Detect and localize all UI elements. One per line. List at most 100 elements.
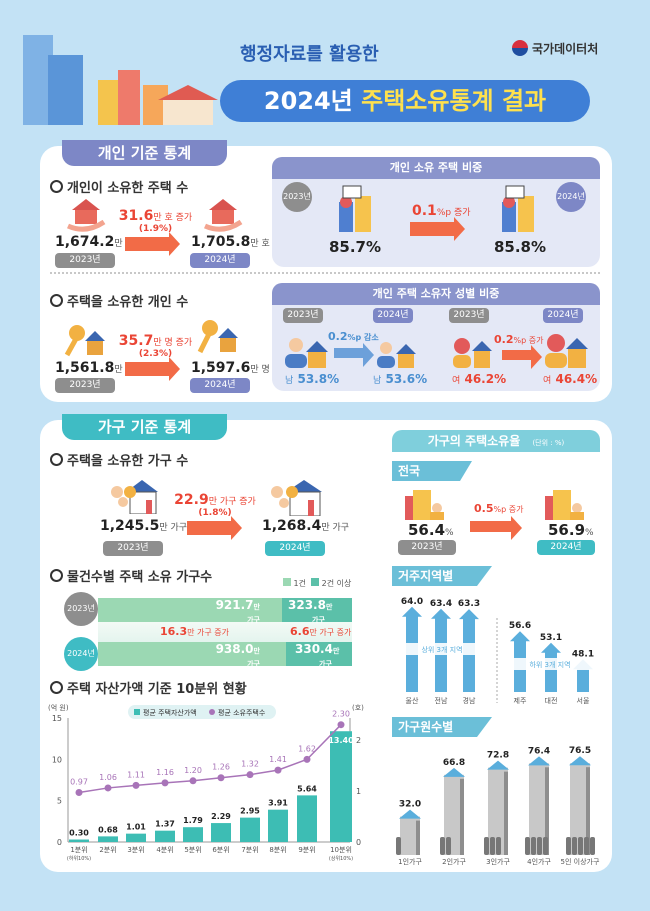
x-tick: 4분위 bbox=[156, 846, 173, 854]
increase-arrow bbox=[410, 217, 465, 241]
year-badge-2023: 2023년 bbox=[103, 541, 163, 556]
region-bar bbox=[577, 665, 589, 692]
x-tick: 10분위 bbox=[330, 846, 352, 854]
roof-icon bbox=[459, 609, 479, 620]
building-shadow bbox=[586, 767, 590, 855]
male-2023: 남 53.8% bbox=[285, 372, 340, 386]
header-subtitle: 행정자료를 활용한 bbox=[240, 44, 379, 65]
logo-text: 국가데이터처 bbox=[532, 42, 599, 56]
region-name: 전남 bbox=[435, 696, 448, 705]
owners-2024-value: 1,597.6만 명 bbox=[191, 360, 270, 376]
increase-arrow bbox=[125, 232, 180, 256]
national-change: 0.5%p 증가 bbox=[474, 502, 524, 515]
region-label: 거주지역별 bbox=[392, 566, 492, 586]
region-name: 제주 bbox=[514, 697, 527, 705]
building-bar bbox=[488, 767, 508, 855]
title-year: 2024년 bbox=[263, 87, 353, 115]
national-2024-value: 56.9% bbox=[548, 521, 594, 539]
left-axis-label: (억 원) bbox=[48, 703, 69, 712]
count-change: 22.9만 가구 증가 (1.8%) bbox=[170, 492, 260, 518]
x-tick: 1분위 bbox=[70, 846, 87, 854]
bar-label: 1.37 bbox=[155, 820, 175, 829]
houses-change: 31.6만 호 증가 (1.9%) bbox=[118, 208, 193, 234]
roof-icon bbox=[569, 756, 591, 766]
person-icon bbox=[578, 837, 583, 855]
line-label: 1.11 bbox=[127, 770, 145, 779]
person-icon bbox=[572, 837, 577, 855]
change-band bbox=[98, 622, 352, 642]
line-point bbox=[246, 771, 254, 779]
line-label: 2.30 bbox=[332, 710, 350, 719]
owners-2023-value: 1,561.8만 명 bbox=[55, 360, 134, 376]
year-badge-2024: 2024년 bbox=[190, 378, 250, 393]
band bbox=[502, 658, 597, 670]
line-point bbox=[132, 781, 140, 789]
title-text: 주택소유통계 결과 bbox=[361, 87, 547, 115]
legend-swatch-line bbox=[209, 709, 215, 715]
line-point bbox=[217, 774, 225, 782]
line-label: 1.41 bbox=[269, 755, 287, 764]
person-icon bbox=[446, 837, 451, 855]
count-pct: (1.8%) bbox=[198, 508, 232, 518]
owners-pct: (2.3%) bbox=[138, 349, 173, 359]
legend-bar: 평균 주택자산가액 bbox=[143, 708, 197, 717]
multi-change: 6.6만 가구 증가 bbox=[290, 625, 352, 638]
rate-unit: (단위 : %) bbox=[532, 439, 565, 447]
increase-arrow bbox=[125, 357, 180, 381]
personal-tag: 개인 기준 통계 bbox=[62, 140, 227, 166]
bar bbox=[240, 817, 260, 842]
houses-pct: (1.9%) bbox=[138, 224, 173, 234]
left-tick: 5 bbox=[57, 797, 62, 806]
female-2023: 여 46.2% bbox=[452, 372, 507, 386]
right-axis-label: (호) bbox=[352, 704, 364, 712]
x-tick: 3분위 bbox=[127, 846, 144, 854]
national-label: 전국 bbox=[392, 461, 472, 481]
line-label: 1.20 bbox=[184, 766, 202, 775]
female-2024: 여 46.4% bbox=[543, 372, 598, 386]
region-value: 56.6 bbox=[509, 621, 531, 631]
members-value: 32.0 bbox=[399, 800, 421, 810]
bar bbox=[211, 823, 231, 842]
roof-icon bbox=[528, 756, 550, 766]
house-hand-icon bbox=[66, 199, 106, 232]
share-2023-value: 85.7% bbox=[328, 238, 382, 256]
x-tick: 6분위 bbox=[212, 846, 229, 854]
roof-icon bbox=[431, 608, 451, 619]
person-icon bbox=[396, 837, 401, 855]
bycount-heading: 물건수별 주택 소유 가구수 bbox=[50, 566, 212, 585]
region-name: 서울 bbox=[577, 696, 590, 705]
x-tick-note: (하위10%) bbox=[67, 855, 91, 862]
multi-2023-value: 323.8만 가구 bbox=[288, 598, 333, 624]
bar bbox=[98, 836, 118, 842]
x-tick: 5분위 bbox=[184, 846, 201, 854]
year-badge-2024: 2024년 bbox=[373, 308, 413, 323]
legend-one: 1건 bbox=[293, 579, 306, 588]
legend-line: 평균 소유주택수 bbox=[218, 708, 266, 717]
divider bbox=[50, 272, 600, 274]
right-tick: 2 bbox=[356, 736, 361, 745]
key-house-icon bbox=[197, 320, 238, 354]
household-tag: 가구 기준 통계 bbox=[62, 414, 227, 440]
share-year-2023: 2023년 bbox=[282, 182, 312, 212]
line-label: 1.62 bbox=[298, 744, 316, 753]
taegeuk-icon bbox=[512, 40, 528, 56]
x-tick: 9분위 bbox=[298, 846, 315, 854]
year-badge-2023: 2023년 bbox=[398, 540, 456, 555]
owners-change: 35.7만 명 증가 (2.3%) bbox=[118, 333, 193, 359]
year-badge-2023: 2023년 bbox=[55, 378, 115, 393]
one-2024-value: 938.0만 가구 bbox=[215, 642, 260, 668]
bar-multi-2024 bbox=[286, 642, 352, 666]
region-value: 64.0 bbox=[401, 597, 423, 607]
year-badge-2024: 2024년 bbox=[543, 308, 583, 323]
key-house-icon bbox=[64, 325, 105, 357]
members-value: 76.5 bbox=[569, 746, 591, 756]
one-change: 16.3만 가구 증가 bbox=[160, 625, 230, 638]
legend-swatch-one bbox=[283, 578, 291, 586]
decile-chart: (억 원) (호) 0 5 10 15 0 1 2 평균 주택자산가액 평균 소유주택수 0.30 1분… bbox=[48, 703, 364, 862]
year-circle-2024: 2024년 bbox=[64, 637, 98, 671]
female-change: 0.2%p 증가 bbox=[494, 333, 544, 346]
region-bar bbox=[545, 648, 557, 692]
increase-arrow bbox=[470, 516, 522, 540]
left-tick: 15 bbox=[52, 714, 62, 723]
members-name: 1인가구 bbox=[398, 857, 422, 865]
